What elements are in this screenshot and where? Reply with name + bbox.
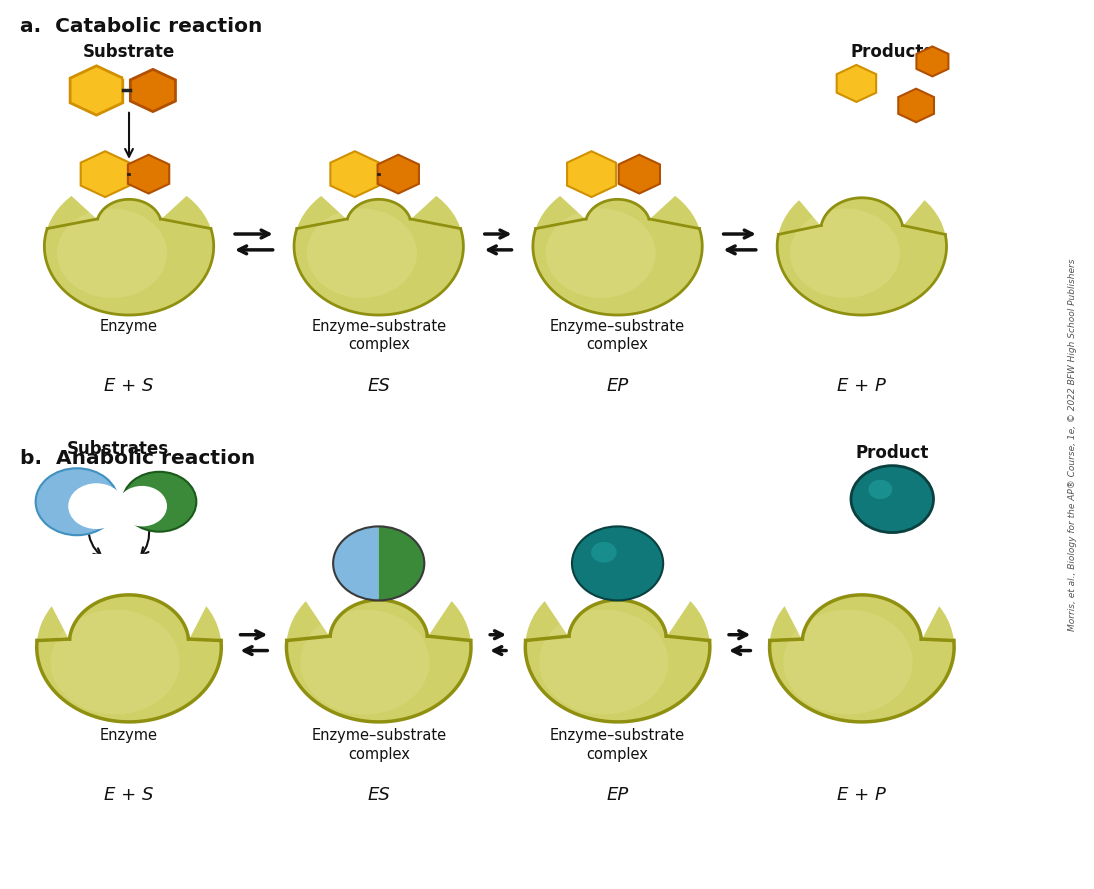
Text: ES: ES <box>368 377 391 395</box>
Polygon shape <box>26 555 232 639</box>
Text: Enzyme–substrate
complex: Enzyme–substrate complex <box>550 728 685 762</box>
Circle shape <box>37 573 221 722</box>
Text: EP: EP <box>606 377 629 395</box>
Circle shape <box>45 178 213 315</box>
Text: Enzyme–substrate
complex: Enzyme–substrate complex <box>550 318 685 352</box>
Polygon shape <box>34 160 224 219</box>
Text: Enzyme: Enzyme <box>100 318 158 333</box>
Circle shape <box>591 542 617 563</box>
Circle shape <box>851 466 933 533</box>
Text: Enzyme–substrate
complex: Enzyme–substrate complex <box>311 318 446 352</box>
Polygon shape <box>766 160 957 226</box>
Polygon shape <box>522 160 713 219</box>
Polygon shape <box>567 151 616 197</box>
Polygon shape <box>917 46 948 76</box>
Polygon shape <box>377 155 419 194</box>
Polygon shape <box>70 66 123 116</box>
Circle shape <box>123 472 196 532</box>
Circle shape <box>294 178 464 315</box>
Circle shape <box>57 209 167 298</box>
Text: Substrates: Substrates <box>67 440 170 458</box>
Text: E + S: E + S <box>104 786 153 805</box>
Polygon shape <box>81 151 129 197</box>
Circle shape <box>36 469 118 535</box>
Circle shape <box>50 610 179 715</box>
Circle shape <box>777 178 946 315</box>
Text: E + P: E + P <box>837 786 886 805</box>
Circle shape <box>572 526 663 600</box>
Polygon shape <box>837 65 876 102</box>
Circle shape <box>306 209 417 298</box>
Text: Substrate: Substrate <box>83 44 175 61</box>
Circle shape <box>68 484 125 529</box>
Circle shape <box>546 209 655 298</box>
Text: ES: ES <box>368 786 391 805</box>
Circle shape <box>769 573 954 722</box>
Circle shape <box>533 178 702 315</box>
Polygon shape <box>130 69 175 112</box>
Polygon shape <box>283 160 475 219</box>
Wedge shape <box>379 526 424 600</box>
Circle shape <box>287 573 472 722</box>
Circle shape <box>117 486 167 526</box>
Text: Products: Products <box>851 44 934 61</box>
Text: EP: EP <box>606 786 629 805</box>
Circle shape <box>869 480 893 499</box>
Polygon shape <box>330 151 380 197</box>
Circle shape <box>539 610 668 715</box>
Text: Enzyme–substrate
complex: Enzyme–substrate complex <box>311 728 446 762</box>
Polygon shape <box>759 555 965 639</box>
Text: E + S: E + S <box>104 377 153 395</box>
Polygon shape <box>128 155 170 194</box>
Text: E + P: E + P <box>837 377 886 395</box>
Circle shape <box>790 209 900 298</box>
Polygon shape <box>514 555 721 637</box>
Circle shape <box>525 573 710 722</box>
Text: Enzyme: Enzyme <box>100 728 158 743</box>
Polygon shape <box>276 555 481 637</box>
Wedge shape <box>334 526 379 600</box>
Polygon shape <box>618 155 660 194</box>
Circle shape <box>300 610 430 715</box>
Text: b.  Anabolic reaction: b. Anabolic reaction <box>21 449 256 468</box>
Text: a.  Catabolic reaction: a. Catabolic reaction <box>21 18 263 36</box>
Text: Product: Product <box>856 444 929 462</box>
Text: Morris, et al., Biology for the AP® Course, 1e, © 2022 BFW High School Publisher: Morris, et al., Biology for the AP® Cour… <box>1068 258 1076 631</box>
Polygon shape <box>898 89 934 122</box>
Circle shape <box>783 610 912 715</box>
